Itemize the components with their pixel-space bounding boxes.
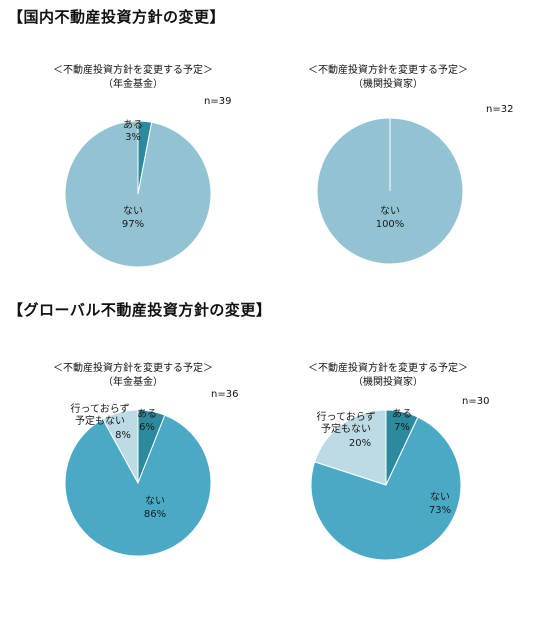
chart-subtitle: （機関投資家） <box>353 377 423 388</box>
slice-label-nai: ない <box>123 205 143 217</box>
sample-size: n=39 <box>204 96 232 107</box>
pie-chart-domestic-pension: ＜不動産投資方針を変更する予定＞ （年金基金） n=39 ある 3% ない 97% <box>43 64 303 324</box>
slice-label-ari: ある <box>137 408 157 420</box>
slice-label-yotei-nashi: 行っておらず <box>71 402 130 415</box>
slice-label-yotei-nashi: 予定もない <box>321 422 371 435</box>
chart-subtitle: （年金基金） <box>103 79 163 90</box>
pie-chart-global-institutional: ＜不動産投資方針を変更する予定＞ （機関投資家） n=30 ある 7% ない 73% 行… <box>298 362 555 622</box>
pie-slice-nai <box>64 414 212 557</box>
slice-label-yotei-nashi: 予定もない <box>75 414 125 427</box>
slice-value-nai: 73% <box>429 505 451 516</box>
section-title-domestic: 【国内不動産投資方針の変更】 <box>8 8 226 26</box>
chart-title: ＜不動産投資方針を変更する予定＞ <box>308 363 468 374</box>
slice-value-nai: 86% <box>144 509 166 520</box>
sample-size: n=32 <box>486 104 514 115</box>
sample-size: n=30 <box>462 396 490 407</box>
pie-chart-global-pension: ＜不動産投資方針を変更する予定＞ （年金基金） n=36 ある 6% ない 86% 行っ… <box>43 362 303 622</box>
sample-size: n=36 <box>211 389 239 400</box>
chart-title: ＜不動産投資方針を変更する予定＞ <box>53 65 213 76</box>
slice-label-ari: ある <box>123 119 143 131</box>
pie-slice-yotei-nashi <box>314 409 387 486</box>
slice-value-ari: 6% <box>139 422 155 433</box>
slice-label-nai: ない <box>430 491 450 503</box>
slice-value-ari: 3% <box>125 132 141 143</box>
slice-label-yotei-nashi: 行っておらず <box>317 410 376 423</box>
chart-title: ＜不動産投資方針を変更する予定＞ <box>308 65 468 76</box>
slice-value-nai: 100% <box>376 219 405 230</box>
pie-slice-yotei-nashi <box>102 409 139 484</box>
pie-svg: ない 100% <box>316 117 464 265</box>
chart-subtitle: （年金基金） <box>103 377 163 388</box>
slice-label-nai: ない <box>145 495 165 507</box>
slice-value-nai: 97% <box>122 219 144 230</box>
section-title-global: 【グローバル不動産投資方針の変更】 <box>8 301 272 319</box>
pie-chart-domestic-institutional: ＜不動産投資方針を変更する予定＞ （機関投資家） n=32 ない 100% <box>298 64 555 324</box>
slice-value-ari: 7% <box>394 422 410 433</box>
slice-label-ari: ある <box>392 408 412 420</box>
chart-subtitle: （機関投資家） <box>353 79 423 90</box>
slice-value-yotei-nashi: 8% <box>115 430 131 441</box>
pie-slice-nai <box>310 416 462 561</box>
slice-value-yotei-nashi: 20% <box>349 438 371 449</box>
pie-svg: ある3% ない 97% <box>64 119 212 268</box>
pie-slice-nai <box>64 120 212 268</box>
chart-title: ＜不動産投資方針を変更する予定＞ <box>53 363 213 374</box>
slice-label-nai: ない <box>380 205 400 217</box>
